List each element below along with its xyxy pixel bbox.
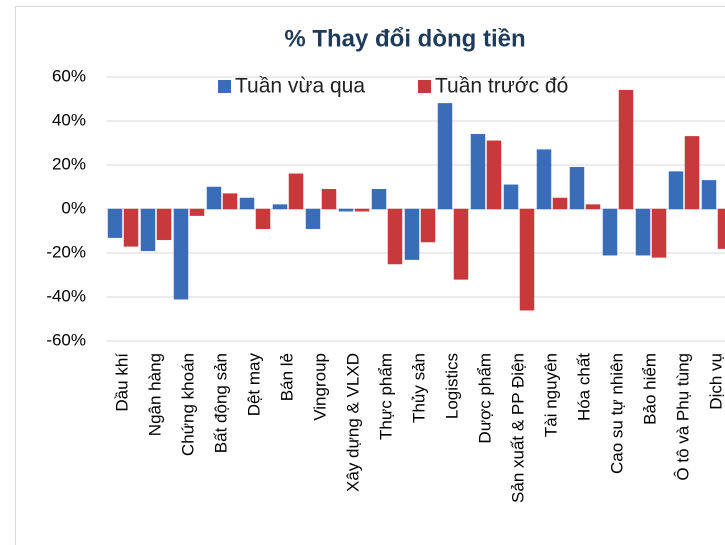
- bar: [338, 208, 354, 212]
- y-tick-label: 40%: [52, 110, 86, 129]
- x-tick-label: Hóa chất: [574, 353, 593, 421]
- bar: [272, 204, 288, 210]
- bar: [305, 208, 321, 230]
- bar: [255, 208, 271, 230]
- x-tick-label: Dầu khí: [112, 353, 131, 412]
- bar: [635, 208, 651, 256]
- bar: [123, 208, 139, 247]
- bar: [354, 208, 370, 212]
- x-tick-label: Tài nguyên: [541, 353, 560, 437]
- bar: [140, 208, 156, 252]
- y-tick-label: 60%: [52, 66, 86, 85]
- x-tick-label: Thực phẩm: [376, 353, 395, 440]
- bar: [437, 103, 453, 210]
- x-tick-label: Ô tô và Phụ tùng: [673, 353, 692, 481]
- bar: [107, 208, 123, 238]
- x-tick-label: Logistics: [442, 353, 461, 419]
- legend-swatch: [418, 80, 431, 93]
- bar: [552, 197, 568, 210]
- y-tick-label: 20%: [52, 154, 86, 173]
- x-tick-label: Dịch vụ: [706, 353, 725, 410]
- x-tick-label: Chứng khoán: [178, 353, 197, 456]
- x-tick-label: Xây dựng & VLXD: [343, 353, 362, 492]
- bar: [585, 204, 601, 210]
- bar: [404, 208, 420, 260]
- x-tick-label: Vingroup: [310, 353, 329, 421]
- bar: [371, 188, 387, 210]
- y-tick-label: -60%: [46, 330, 86, 349]
- bar: [156, 208, 172, 241]
- x-tick-label: Sản xuất & PP Điện: [508, 353, 527, 503]
- bar: [701, 180, 717, 210]
- legend-label: Tuần trước đó: [435, 75, 568, 98]
- y-tick-label: -40%: [46, 286, 86, 305]
- y-tick-label: -20%: [46, 242, 86, 261]
- x-tick-label: Bán lẻ: [277, 353, 296, 401]
- bar: [618, 89, 634, 210]
- x-tick-label: Ngân hàng: [145, 353, 164, 436]
- bar: [717, 208, 725, 249]
- bar: [668, 171, 684, 210]
- legend-label: Tuần vừa qua: [235, 75, 365, 98]
- bar: [222, 193, 238, 210]
- bar: [651, 208, 667, 258]
- bar: [569, 166, 585, 210]
- bar: [684, 136, 700, 210]
- legend-swatch: [218, 80, 231, 93]
- chart-title: % Thay đổi dòng tiền: [284, 25, 525, 52]
- bar: [189, 208, 205, 216]
- chart-frame: [15, 6, 725, 545]
- bar: [420, 208, 436, 243]
- x-tick-label: Dệt may: [244, 353, 263, 417]
- x-tick-label: Thủy sản: [409, 353, 428, 423]
- bar: [486, 140, 502, 210]
- bar: [470, 133, 486, 210]
- bar: [602, 208, 618, 256]
- bar: [206, 186, 222, 210]
- bar: [503, 184, 519, 210]
- bar: [321, 188, 337, 210]
- y-tick-label: 0%: [61, 198, 86, 217]
- bar: [239, 197, 255, 210]
- x-tick-label: Bảo hiểm: [640, 353, 659, 425]
- bar: [453, 208, 469, 280]
- bar: [173, 208, 189, 300]
- x-tick-label: Bất động sản: [211, 353, 230, 453]
- bar: [288, 173, 304, 210]
- x-tick-label: Dược phẩm: [475, 353, 494, 444]
- bar: [536, 149, 552, 210]
- bar: [519, 208, 535, 311]
- bar: [387, 208, 403, 265]
- x-tick-label: Cao su tự nhiên: [607, 353, 626, 474]
